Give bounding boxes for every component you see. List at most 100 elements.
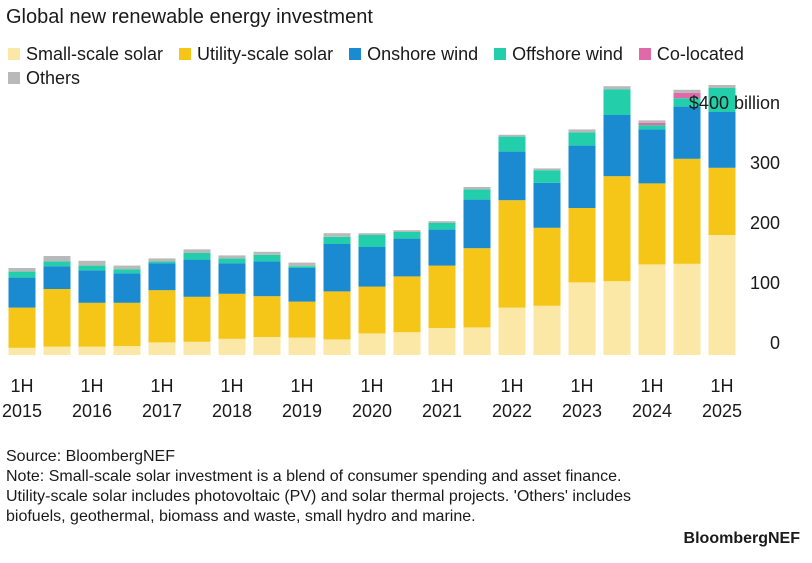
bar-2h-2016-offshore-wind [113,269,141,274]
bar-2h-2024-co-located [673,92,701,99]
legend-swatch-offshore-wind [494,48,507,60]
bar-1h-2017-offshore-wind [148,261,176,264]
bar-2h-2018-utility-scale-solar [253,296,281,337]
bar-1h-2017-onshore-wind [148,263,176,291]
x-tick-label-half: 1H [150,376,173,396]
bar-2h-2020-offshore-wind [393,232,421,239]
bar-1h-2023-others [568,129,596,133]
y-axis-labels: 0 100 200 300 $400 billion [689,93,780,353]
x-tick-label-half: 1H [430,376,453,396]
bar-2h-2022-onshore-wind [533,182,561,228]
bar-1h-2024-utility-scale-solar [638,183,666,265]
brand-logo-text: BloombergNEF [683,530,800,547]
bar-1h-2021-offshore-wind [428,223,456,230]
x-tick-label-year: 2020 [352,401,392,421]
bar-2h-2022-offshore-wind [533,170,561,183]
bar-1h-2021-utility-scale-solar [428,265,456,328]
x-tick-label-half: 1H [360,376,383,396]
bar-2h-2021-onshore-wind [463,199,491,249]
x-tick-label-half: 1H [290,376,313,396]
bar-1h-2016-small-scale-solar [78,346,106,355]
bar-2h-2017-small-scale-solar [183,341,211,355]
bar-2h-2015-others [43,256,71,262]
bar-1h-2020-others [358,233,386,235]
bar-1h-2019-onshore-wind [288,268,316,302]
bar-1h-2024-small-scale-solar [638,264,666,355]
legend-label-offshore-wind: Offshore wind [512,44,623,64]
bar-2h-2017-offshore-wind [183,253,211,260]
note-text: Note: Small-scale solar investment is a … [6,468,632,525]
bar-2h-2015-onshore-wind [43,266,71,289]
bar-1h-2024-co-located [638,122,666,126]
bar-2h-2022-small-scale-solar [533,305,561,355]
bar-1h-2016-onshore-wind [78,270,106,303]
bar-1h-2018-small-scale-solar [218,338,246,355]
bar-2h-2021-small-scale-solar [463,327,491,355]
bar-2h-2024-utility-scale-solar [673,158,701,264]
bar-2h-2015-offshore-wind [43,261,71,267]
bar-1h-2023-small-scale-solar [568,282,596,355]
bar-1h-2015-small-scale-solar [8,347,36,355]
bar-1h-2021-others [428,221,456,223]
legend-item-offshore-wind: Offshore wind [494,42,623,66]
bar-2h-2016-small-scale-solar [113,346,141,355]
legend-item-co-located: Co-located [638,42,744,66]
bar-2h-2023-small-scale-solar [603,281,631,355]
bar-2h-2020-onshore-wind [393,238,421,277]
chart-title: Global new renewable energy investment [6,6,373,28]
bar-1h-2020-onshore-wind [358,247,386,287]
bar-1h-2024-others [638,120,666,123]
x-tick-label-year: 2015 [2,401,42,421]
y-tick-label: 200 [750,213,780,233]
x-tick-label-year: 2018 [212,401,252,421]
y-tick-label: 100 [750,273,780,293]
bar-1h-2023-offshore-wind [568,132,596,146]
bar-1h-2017-others [148,258,176,262]
bar-1h-2018-utility-scale-solar [218,293,246,339]
bar-1h-2022-offshore-wind [498,136,526,152]
chart-legend: Small-scale solar Utility-scale solar Onsh… [8,42,768,90]
x-tick-label-year: 2021 [422,401,462,421]
bar-1h-2018-offshore-wind [218,258,246,264]
bar-1h-2015-utility-scale-solar [8,307,36,348]
bar-2h-2023-offshore-wind [603,89,631,115]
legend-swatch-onshore-wind [349,48,362,60]
bar-2h-2021-offshore-wind [463,189,491,200]
bar-1h-2022-onshore-wind [498,151,526,201]
bar-2h-2023-others [603,86,631,90]
bar-2h-2015-utility-scale-solar [43,289,71,347]
bar-1h-2020-offshore-wind [358,235,386,247]
bar-1h-2025-onshore-wind [708,112,736,168]
x-tick-label-year: 2016 [72,401,112,421]
bar-2h-2021-others [463,187,491,190]
bar-1h-2025-small-scale-solar [708,235,736,355]
source-text: Source: BloombergNEF [6,448,175,465]
x-tick-label-half: 1H [500,376,523,396]
legend-item-onshore-wind: Onshore wind [349,42,478,66]
legend-swatch-utility-scale-solar [179,48,192,60]
x-tick-label-year: 2019 [282,401,322,421]
bar-2h-2018-others [253,251,281,255]
bar-2h-2019-offshore-wind [323,236,351,244]
x-tick-label-year: 2023 [562,401,602,421]
bar-1h-2016-utility-scale-solar [78,302,106,347]
bar-2h-2020-small-scale-solar [393,332,421,355]
bar-2h-2017-onshore-wind [183,259,211,297]
y-tick-label: $400 billion [689,93,780,113]
legend-item-others: Others [8,66,80,90]
bar-1h-2020-utility-scale-solar [358,286,386,334]
bar-1h-2016-others [78,260,106,266]
bar-1h-2019-small-scale-solar [288,337,316,355]
bar-2h-2024-small-scale-solar [673,263,701,355]
x-tick-label-year: 2017 [142,401,182,421]
bar-1h-2018-others [218,255,246,259]
y-tick-label: 0 [770,333,780,353]
bar-1h-2018-onshore-wind [218,263,246,294]
bar-2h-2019-onshore-wind [323,244,351,292]
bar-1h-2025-utility-scale-solar [708,167,736,235]
bar-1h-2015-offshore-wind [8,271,36,278]
x-tick-label-half: 1H [220,376,243,396]
x-tick-label-year: 2025 [702,401,742,421]
bar-1h-2024-offshore-wind [638,125,666,130]
bar-1h-2019-others [288,262,316,267]
